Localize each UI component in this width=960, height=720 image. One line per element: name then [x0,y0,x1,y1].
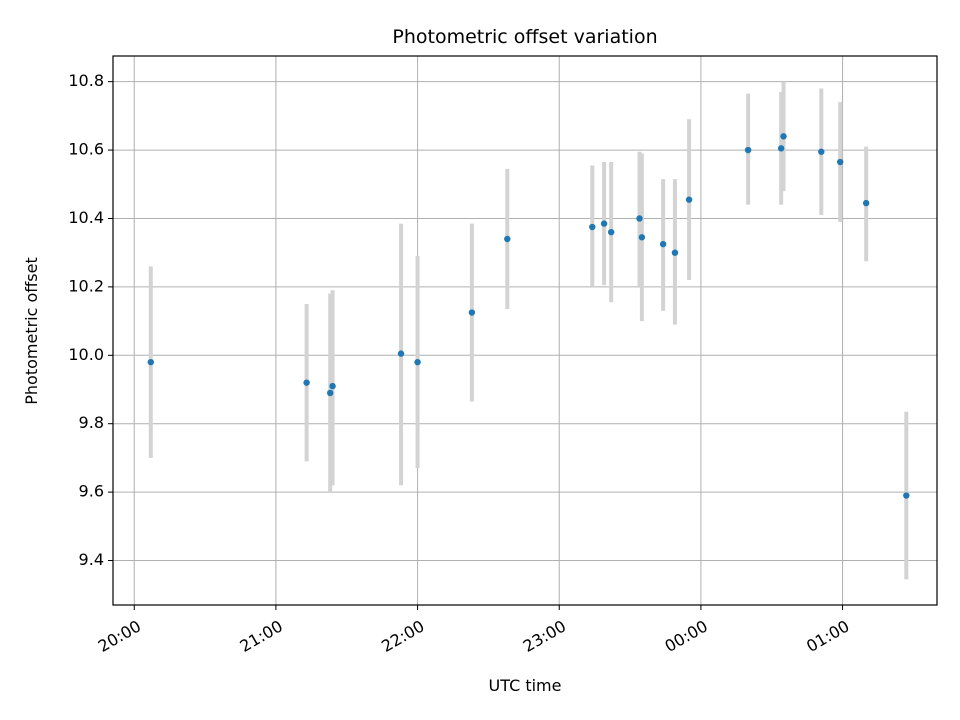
data-point [468,309,476,316]
data-point [589,223,596,231]
data-point [685,196,693,203]
y-tick-label: 10.6 [68,140,104,159]
data-point [903,492,910,499]
y-axis-ticks: 9.4 9.6 9.8 10.0 10.2 10.4 10.6 10.8 [68,71,113,569]
data-point [638,234,646,241]
plot-frame [112,55,938,606]
data-point [671,249,679,256]
y-tick-label: 10.8 [68,71,104,90]
y-tick-label: 10.4 [68,208,104,227]
data-point [636,215,643,222]
data-point [303,379,310,386]
data-point [607,228,615,236]
y-tick-label: 9.6 [79,482,104,501]
data-point [836,158,844,166]
chart-title: Photometric offset variation [392,26,657,48]
data-point [744,146,752,154]
data-point [777,145,785,152]
data-point [147,358,154,366]
data-point [862,199,870,207]
data-point [414,358,421,366]
data-point [504,235,511,243]
data-point [600,220,608,227]
y-tick-label: 10.0 [68,345,104,364]
y-tick-label: 9.8 [79,413,104,432]
data-point [818,148,825,155]
data-point [659,240,667,248]
data-point [327,389,334,397]
y-tick-label: 10.2 [68,276,104,295]
data-points [147,133,910,499]
y-axis-label: Photometric offset [22,257,41,405]
data-point [329,382,336,390]
y-tick-label: 9.4 [79,550,104,569]
x-axis-label: UTC time [489,676,562,695]
data-point [397,350,405,357]
data-point [780,133,787,140]
grid-lines [113,56,937,605]
